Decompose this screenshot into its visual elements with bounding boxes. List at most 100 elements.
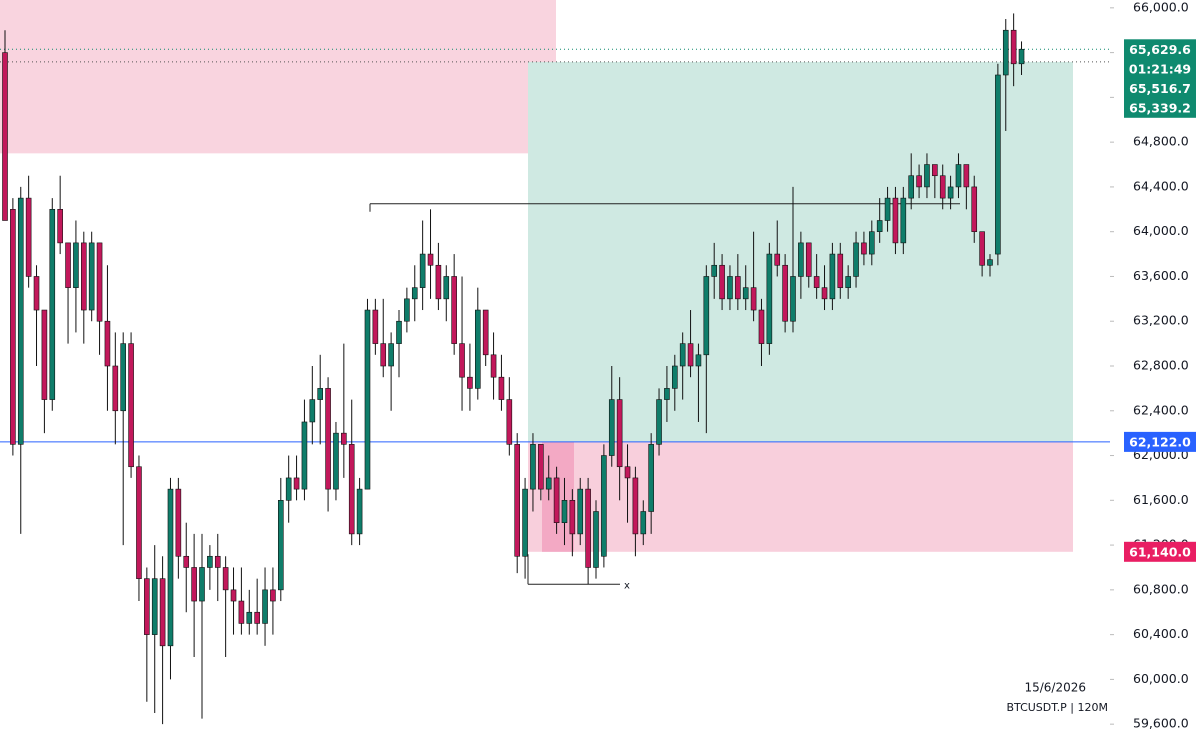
candle-body: [853, 242, 859, 277]
price-label-box: [1124, 78, 1196, 99]
candle-body: [884, 197, 891, 221]
candle-body: [908, 175, 915, 199]
candle-body: [703, 276, 710, 356]
candle-body: [892, 197, 899, 244]
price-label-box: [1124, 58, 1196, 79]
candle-body: [632, 477, 639, 535]
candle-body: [41, 309, 48, 400]
candle-body: [868, 231, 875, 255]
y-tick-label: 63,200.0: [1133, 313, 1189, 328]
candle-body: [175, 488, 182, 557]
candle-body: [671, 365, 678, 389]
candle-body: [222, 567, 229, 591]
candle-body: [798, 242, 804, 277]
candle-body: [325, 388, 331, 490]
candle-body: [301, 421, 308, 490]
candle-body: [490, 354, 497, 378]
candle-body: [963, 164, 970, 188]
candle-body: [545, 477, 552, 490]
candle-body: [979, 231, 985, 266]
candle-body: [341, 432, 347, 445]
candle-body: [829, 253, 836, 300]
candle-body: [411, 287, 418, 300]
candle-body: [277, 500, 284, 591]
candle-body: [947, 186, 954, 199]
candle-body: [522, 488, 528, 557]
candle-body: [790, 276, 796, 322]
y-tick-label: 64,800.0: [1133, 134, 1189, 149]
candle-body: [514, 444, 521, 557]
y-tick-label: 64,000.0: [1133, 223, 1189, 238]
candle-body: [230, 589, 237, 602]
y-tick-label: 62,800.0: [1133, 358, 1189, 373]
candle-body: [96, 242, 103, 322]
candle-body: [33, 276, 40, 311]
candle-body: [254, 611, 260, 624]
candle-body: [246, 611, 253, 624]
candle-body: [443, 276, 450, 300]
candle-body: [624, 466, 631, 479]
candle-body: [687, 343, 694, 367]
y-tick-label: 63,600.0: [1133, 268, 1189, 283]
candle-body: [191, 567, 197, 602]
candle-body: [451, 276, 457, 344]
candle-body: [735, 276, 741, 300]
candle-body: [955, 164, 962, 188]
price-label: 65,516.7: [1129, 81, 1191, 96]
candle-body: [317, 388, 324, 400]
candle-body: [25, 197, 32, 277]
candle-body: [750, 287, 757, 311]
candle-body: [2, 52, 8, 221]
candle-body: [17, 197, 24, 445]
candle-body: [120, 343, 126, 412]
candle-body: [664, 388, 670, 400]
candle-body: [742, 287, 749, 300]
candle-body: [593, 511, 599, 568]
candle-body: [679, 343, 686, 367]
candle-body: [348, 444, 355, 535]
candle-body: [569, 500, 576, 535]
candle-body: [207, 555, 213, 568]
candle-body: [861, 242, 867, 255]
candle-body: [932, 164, 938, 177]
candle-body: [57, 209, 63, 244]
candle-body: [404, 298, 410, 322]
candle-body: [364, 309, 371, 490]
y-tick-label: 61,600.0: [1133, 492, 1189, 507]
candle-body: [372, 309, 379, 344]
candle-body: [538, 444, 544, 490]
candle-body: [774, 253, 781, 266]
candle-body: [88, 242, 95, 311]
candle-body: [585, 488, 591, 568]
candle-body: [333, 432, 339, 490]
candle-body: [49, 209, 56, 400]
y-tick-label: 60,800.0: [1133, 581, 1189, 596]
candle-body: [474, 309, 481, 389]
candle-body: [151, 578, 158, 635]
candle-body: [238, 600, 245, 624]
candle-body: [482, 309, 489, 356]
candle-body: [293, 477, 300, 490]
price-label: 65,339.2: [1129, 100, 1191, 115]
candle-body: [640, 511, 647, 535]
candle-body: [459, 343, 465, 378]
candle-body: [136, 466, 142, 579]
candle-body: [65, 242, 71, 288]
candle-body: [553, 477, 560, 523]
candle-body: [498, 376, 505, 400]
candle-body: [427, 253, 434, 266]
candle-body: [81, 242, 87, 311]
candle-body: [837, 253, 844, 288]
candle-body: [561, 500, 568, 523]
zone: [0, 0, 556, 154]
candle-body: [577, 488, 584, 535]
price-label: 61,140.0: [1129, 544, 1191, 559]
y-tick-label: 64,400.0: [1133, 178, 1189, 193]
candle-body: [112, 365, 119, 412]
candle-body: [695, 354, 702, 367]
candle-body: [805, 242, 812, 277]
y-tick-label: 62,400.0: [1133, 402, 1189, 417]
y-tick-label: 59,600.0: [1133, 716, 1189, 731]
candle-body: [183, 555, 190, 568]
